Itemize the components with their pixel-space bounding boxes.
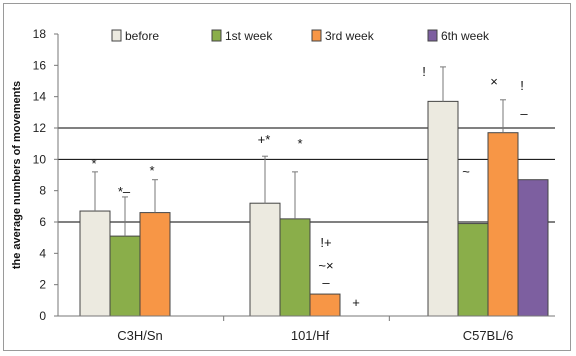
y-tick-label: 10 [33,152,47,166]
y-tick-label: 12 [33,121,47,135]
axes [54,33,555,321]
bar [487,132,519,317]
legend: before 1st week 3rd week 6th week [111,29,490,43]
y-tick-label: 16 [33,58,47,72]
significance-marker: – [520,106,528,121]
significance-marker: * [91,156,96,171]
bar [109,235,141,317]
significance-marker: *– [118,184,131,199]
significance-marker: ~× [318,258,333,273]
legend-label: 6th week [441,29,490,43]
legend-swatch [111,29,122,42]
y-tick-label: 0 [39,309,46,323]
bar [457,223,489,317]
y-tick-labels: 0 2 4 6 8 10 12 14 16 18 [33,27,47,323]
gridlines [58,127,555,223]
y-tick-label: 18 [33,27,47,41]
bar [517,179,549,317]
significance-marker: + [352,295,360,310]
significance-marker: ! [520,78,524,93]
significance-marker: * [149,163,154,178]
legend-swatch [427,29,438,42]
legend-label: 3rd week [325,29,375,43]
bar [139,212,171,317]
annotations: **–*+* *!+~×–+!~× !– [91,64,528,310]
bar [309,293,341,317]
error-bars [92,66,506,237]
category-label: C57BL/6 [463,328,514,343]
legend-swatch [311,29,322,42]
significance-marker: +* [258,132,271,147]
significance-marker: ! [422,64,426,79]
significance-marker: ~ [462,164,470,179]
bar [249,202,281,317]
bar [279,218,311,317]
y-tick-label: 4 [39,246,46,260]
significance-marker: – [322,275,330,290]
category-label: 101/Hf [291,328,330,343]
bar [79,210,111,317]
y-tick-label: 2 [39,278,46,292]
significance-marker: !+ [320,235,331,250]
bars [79,100,549,317]
category-label: C3H/Sn [117,328,163,343]
legend-swatch [211,29,222,42]
significance-marker: × [490,74,498,89]
y-axis-label: the average numbers of movements [11,81,23,269]
y-tick-label: 8 [39,184,46,198]
legend-label: 1st week [225,29,273,43]
y-tick-label: 6 [39,215,46,229]
y-tick-label: 14 [33,90,47,104]
bar [427,100,459,317]
legend-label: before [125,29,159,43]
significance-marker: * [297,136,302,151]
category-labels: C3H/Sn 101/Hf C57BL/6 [117,328,513,343]
